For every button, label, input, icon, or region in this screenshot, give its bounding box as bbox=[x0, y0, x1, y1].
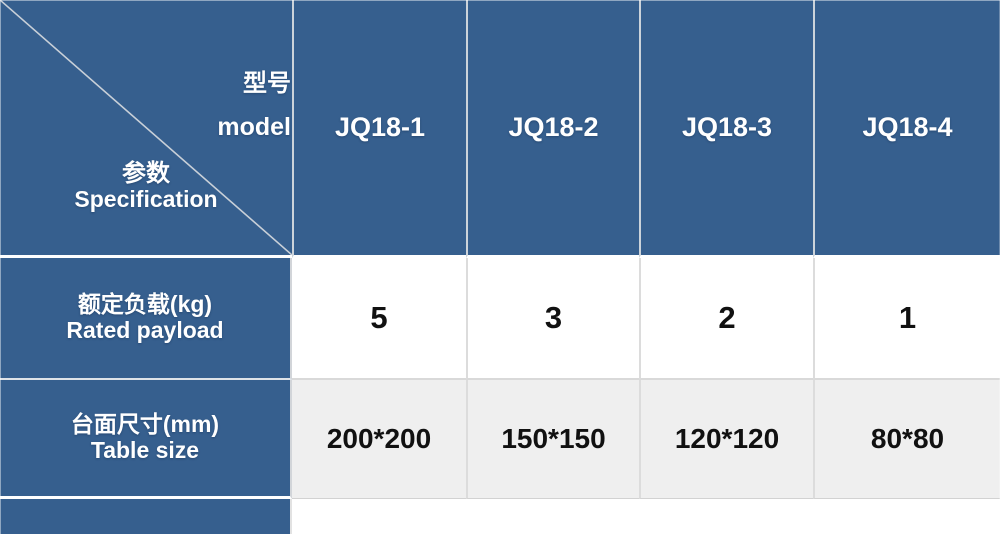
column-header-jq18-1: JQ18-1 bbox=[292, 0, 466, 258]
row-label-table-size-zh: 台面尺寸(mm) bbox=[70, 411, 220, 438]
corner-header-cell: 型号 model 参数 Specification bbox=[0, 0, 292, 258]
row-label-rated-payload: 额定负载(kg) Rated payload bbox=[0, 258, 292, 380]
partial-row-cells bbox=[292, 499, 1000, 534]
row-label-rated-payload-zh: 额定负载(kg) bbox=[77, 291, 213, 318]
value-rated-payload-jq18-4: 1 bbox=[813, 258, 1000, 380]
row-label-table-size-en: Table size bbox=[90, 437, 200, 463]
value-rated-payload-jq18-1: 5 bbox=[292, 258, 466, 380]
value-table-size-jq18-1: 200*200 bbox=[292, 380, 466, 499]
corner-model-label-en: model bbox=[217, 113, 291, 141]
value-rated-payload-jq18-2: 3 bbox=[466, 258, 639, 380]
diagonal-divider-line bbox=[0, 0, 292, 255]
column-header-jq18-4: JQ18-4 bbox=[813, 0, 1000, 258]
row-label-partial bbox=[0, 499, 292, 534]
corner-specification-label-zh: 参数 bbox=[122, 160, 170, 187]
value-table-size-jq18-3: 120*120 bbox=[639, 380, 813, 499]
value-table-size-jq18-4: 80*80 bbox=[813, 380, 1000, 499]
row-label-rated-payload-en: Rated payload bbox=[66, 317, 224, 343]
corner-specification-label: 参数 Specification bbox=[0, 160, 292, 212]
corner-model-label: 型号 model bbox=[217, 70, 291, 141]
corner-specification-label-en: Specification bbox=[74, 186, 218, 212]
corner-model-label-zh: 型号 bbox=[243, 70, 291, 97]
column-header-jq18-2: JQ18-2 bbox=[466, 0, 639, 258]
row-label-table-size: 台面尺寸(mm) Table size bbox=[0, 380, 292, 499]
column-header-jq18-3: JQ18-3 bbox=[639, 0, 813, 258]
value-rated-payload-jq18-3: 2 bbox=[639, 258, 813, 380]
value-table-size-jq18-2: 150*150 bbox=[466, 380, 639, 499]
